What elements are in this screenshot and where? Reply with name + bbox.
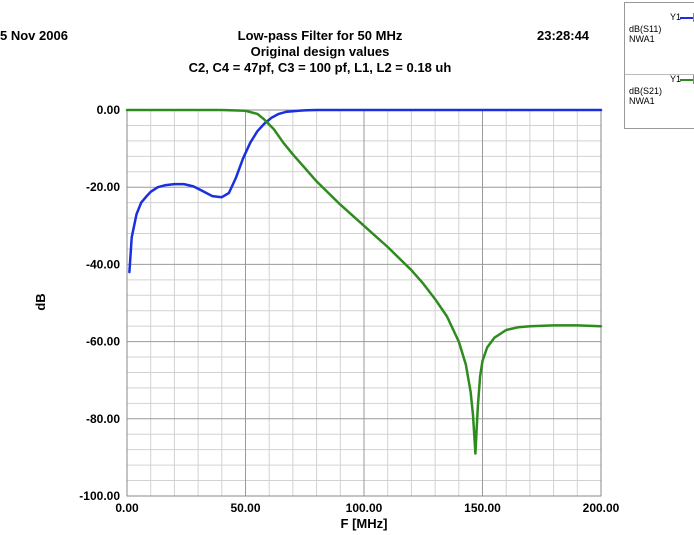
legend-series-source: NWA1 <box>629 34 655 44</box>
x-tick-label: 150.00 <box>464 501 501 515</box>
x-axis-label: F [MHz] <box>341 516 388 531</box>
y-tick-label: 0.00 <box>97 103 121 117</box>
legend-series-source: NWA1 <box>629 96 655 106</box>
series-line-s21 <box>125 108 603 455</box>
chart-subtitle: Original design values <box>250 44 390 59</box>
x-tick-label: 50.00 <box>230 501 260 515</box>
tick-labels: 0.00 50.00 100.00 150.00 200.00 0.00 -20.00 -40… <box>79 103 619 515</box>
y-axis-label: dB <box>33 293 48 310</box>
legend-swatch-s11 <box>680 17 694 19</box>
legend-series-name: dB(S11) <box>629 24 662 34</box>
y-tick-label: -40.00 <box>86 257 120 271</box>
time-stamp: 23:28:44 <box>537 28 590 43</box>
y-tick-label: -60.00 <box>86 335 120 349</box>
date-stamp: 5 Nov 2006 <box>0 28 68 43</box>
y-tick-label: -100.00 <box>79 489 120 503</box>
legend-axis-label: Y1 <box>670 12 682 22</box>
x-tick-label: 0.00 <box>115 501 139 515</box>
legend-divider <box>625 74 694 75</box>
legend-series-name: dB(S21) <box>629 86 663 96</box>
y-tick-label: -20.00 <box>86 180 120 194</box>
x-tick-label: 100.00 <box>346 501 383 515</box>
series-line-s11 <box>128 108 603 274</box>
y-tick-label: -80.00 <box>86 412 120 426</box>
x-tick-label: 200.00 <box>583 501 620 515</box>
legend: Y1 dB(S11) NWA1 Y1 dB(S21) NWA1 <box>624 2 694 129</box>
legend-swatch-s21 <box>680 79 694 81</box>
legend-axis-label: Y1 <box>670 74 682 84</box>
chart-title-block: Low-pass Filter for 50 MHz Original desi… <box>110 28 530 76</box>
series-group <box>125 108 603 455</box>
chart-subtitle-components: C2, C4 = 47pf, C3 = 100 pf, L1, L2 = 0.1… <box>188 60 452 75</box>
chart-title: Low-pass Filter for 50 MHz <box>237 28 403 43</box>
